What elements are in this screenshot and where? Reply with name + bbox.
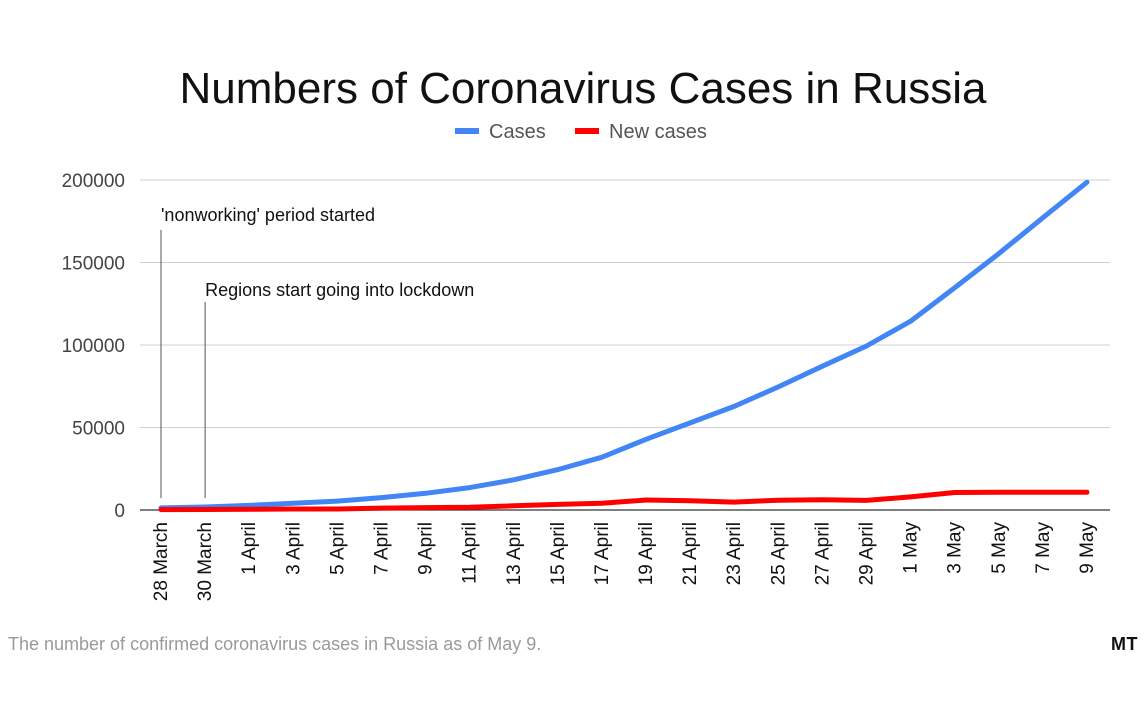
x-tick-label: 11 April (460, 522, 481, 584)
y-axis-ticks: 0 50000 100000 150000 200000 (62, 171, 125, 522)
x-tick-label: 7 May (1033, 522, 1054, 574)
chart-caption: The number of confirmed coronavirus case… (8, 634, 542, 654)
x-axis-ticks: 28 March 30 March 1 April 3 April 5 April 7 A… (151, 522, 1098, 602)
x-tick-label: 17 April (592, 522, 613, 585)
series-line-new-cases (158, 489, 1090, 513)
x-tick-label: 29 April (857, 522, 878, 585)
x-tick-label: 25 April (768, 522, 789, 585)
x-tick-label: 19 April (636, 522, 657, 585)
x-tick-label: 9 May (1077, 522, 1098, 574)
y-tick-label: 0 (114, 501, 125, 522)
x-tick-label: 5 May (989, 522, 1010, 574)
x-tick-label: 23 April (724, 522, 745, 585)
x-tick-label: 21 April (680, 522, 701, 585)
x-tick-label: 27 April (812, 522, 833, 585)
annotations: 'nonworking' period started Regions start… (160, 205, 474, 498)
x-tick-label: 30 March (195, 522, 216, 601)
x-tick-label: 3 April (283, 522, 304, 575)
y-tick-label: 50000 (72, 419, 125, 440)
x-tick-label: 5 April (327, 522, 348, 575)
annotation-label: Regions start going into lockdown (205, 280, 474, 300)
legend: Cases New cases (455, 121, 707, 143)
y-tick-label: 100000 (62, 336, 125, 357)
x-tick-label: 7 April (371, 522, 392, 575)
gridlines (140, 179, 1110, 511)
chart-card: Numbers of Coronavirus Cases in Russia C… (0, 40, 1146, 622)
x-tick-label: 1 April (239, 522, 260, 575)
line-chart: Numbers of Coronavirus Cases in Russia C… (62, 64, 1110, 602)
brand-logo: MT (1111, 634, 1138, 654)
x-tick-label: 13 April (504, 522, 525, 585)
annotation-label: 'nonworking' period started (161, 205, 375, 225)
y-tick-label: 200000 (62, 171, 125, 192)
legend-label: Cases (489, 121, 546, 143)
x-tick-label: 15 April (548, 522, 569, 585)
series-line-cases (158, 179, 1090, 511)
legend-label: New cases (609, 121, 707, 143)
x-tick-label: 3 May (945, 522, 966, 574)
x-tick-label: 28 March (151, 522, 172, 601)
series-lines (158, 179, 1090, 513)
x-tick-label: 1 May (901, 522, 922, 574)
x-tick-label: 9 April (416, 522, 437, 575)
y-tick-label: 150000 (62, 254, 125, 275)
chart-title: Numbers of Coronavirus Cases in Russia (180, 64, 988, 113)
